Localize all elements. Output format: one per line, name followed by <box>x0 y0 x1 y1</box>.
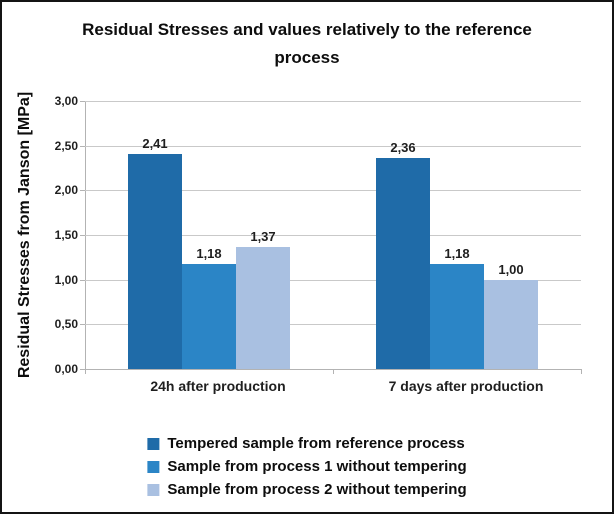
bar-value-label: 2,36 <box>390 140 416 156</box>
gridline <box>85 190 581 192</box>
x-tick-mark <box>581 369 582 374</box>
y-tick-label: 0,00 <box>54 362 78 376</box>
y-tick-mark <box>80 369 85 370</box>
y-axis-line <box>85 101 86 374</box>
y-tick-mark <box>80 101 85 102</box>
y-tick-label: 0,50 <box>54 317 78 332</box>
legend-swatch <box>147 437 160 450</box>
chart-title: Residual Stresses and values relatively … <box>2 16 612 72</box>
category-label: 24h after production <box>150 378 286 394</box>
gridline <box>85 279 581 281</box>
legend-label: Tempered sample from reference process <box>167 435 465 452</box>
bar-1-cat-1 <box>128 153 182 369</box>
legend: Tempered sample from reference process Sa… <box>147 432 467 501</box>
chart-title-line2: process <box>274 48 340 67</box>
bar-1-cat-2 <box>376 158 430 369</box>
gridline <box>85 324 581 326</box>
category-label: 7 days after production <box>388 378 544 394</box>
x-tick-mark <box>333 369 334 374</box>
bar-2-cat-2 <box>430 263 484 369</box>
y-tick-label: 1,00 <box>54 272 78 287</box>
y-tick-mark <box>80 324 85 326</box>
y-tick-mark <box>80 145 85 147</box>
legend-item-3: Sample from process 2 without tempering <box>147 478 467 501</box>
legend-item-2: Sample from process 1 without tempering <box>147 455 467 478</box>
bar-value-label: 1,18 <box>196 245 222 261</box>
bar-value-label: 1,18 <box>444 245 470 261</box>
gridline <box>85 145 581 147</box>
legend-item-1: Tempered sample from reference process <box>147 432 466 455</box>
y-tick-label: 1,50 <box>54 228 78 242</box>
bar-3-cat-1 <box>236 246 290 369</box>
bar-2-cat-1 <box>182 263 236 369</box>
bar-3-cat-2 <box>484 279 538 369</box>
y-tick-mark <box>80 279 85 281</box>
y-tick-mark <box>80 235 85 236</box>
y-tick-label: 2,50 <box>54 138 78 153</box>
y-tick-label: 2,00 <box>54 183 78 198</box>
legend-swatch <box>147 460 160 473</box>
bar-value-label: 1,00 <box>498 261 524 277</box>
legend-label: Sample from process 1 without tempering <box>167 458 467 475</box>
legend-label: Sample from process 2 without tempering <box>167 481 467 498</box>
x-tick-mark <box>85 369 86 374</box>
gridline <box>85 101 581 102</box>
gridline <box>85 235 581 236</box>
legend-swatch <box>147 483 160 496</box>
y-tick-label: 3,00 <box>54 94 78 108</box>
chart-title-line1: Residual Stresses and values relatively … <box>82 20 532 39</box>
bar-value-label: 1,37 <box>250 228 276 244</box>
bar-value-label: 2,41 <box>142 135 168 151</box>
plot-area: 2,41 1,18 1,37 2,36 1,18 1,00 <box>85 101 581 370</box>
y-tick-mark <box>80 190 85 192</box>
